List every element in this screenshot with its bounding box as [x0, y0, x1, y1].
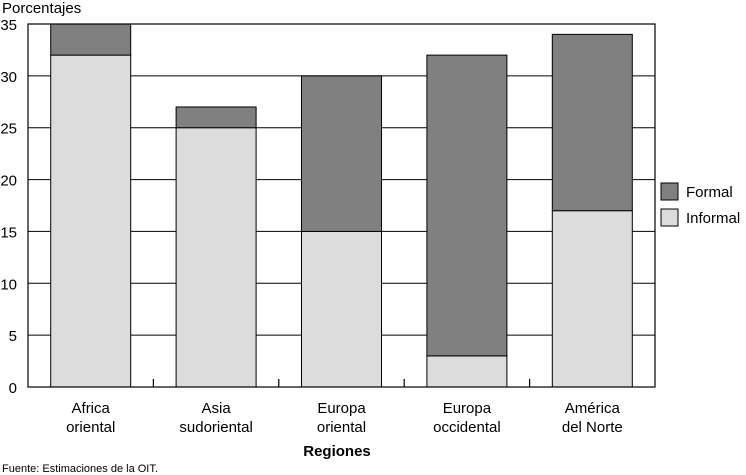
- y-tick-labels: 0 5 10 15 20 25 30 35: [0, 17, 17, 397]
- bar-segment-formal: [50, 23, 132, 56]
- bar-segment-formal: [551, 33, 633, 212]
- source-note: Fuente: Estimaciones de la OIT.: [2, 463, 158, 475]
- plot-frame: [27, 23, 656, 388]
- x-category-label: oriental: [66, 419, 115, 436]
- y-tick-label: 35: [0, 17, 17, 34]
- y-axis-label: Porcentajes: [2, 0, 81, 17]
- axes: [27, 23, 656, 388]
- bar-segment-formal: [301, 75, 382, 232]
- legend-swatch-informal: [660, 208, 679, 227]
- y-tick-label: 30: [0, 69, 17, 86]
- bar-segment-informal: [426, 355, 508, 388]
- legend: Formal Informal: [660, 182, 740, 227]
- x-category-label: Europa: [317, 400, 366, 417]
- x-category-label: América: [565, 400, 621, 417]
- x-category-label: Europa: [443, 400, 492, 417]
- x-category-labels: Africa oriental Asia sudoriental Europa orien…: [66, 400, 623, 436]
- bar-segment-informal: [301, 230, 382, 388]
- legend-swatch-formal: [660, 182, 679, 201]
- y-tick-label: 0: [9, 380, 17, 397]
- y-tick-label: 5: [9, 328, 17, 345]
- y-tick-label: 15: [0, 224, 17, 241]
- bars: [50, 23, 633, 388]
- x-category-label: sudoriental: [179, 419, 252, 436]
- legend-label: Informal: [686, 210, 740, 227]
- x-category-label: oriental: [317, 419, 366, 436]
- x-category-label: del Norte: [562, 419, 623, 436]
- legend-label: Formal: [686, 184, 733, 201]
- y-tick-label: 20: [0, 173, 17, 190]
- bar-segment-informal: [551, 210, 633, 388]
- bar-segment-formal: [426, 54, 508, 357]
- x-category-label: occidental: [433, 419, 501, 436]
- x-axis-title: Regiones: [303, 443, 371, 460]
- x-category-label: Asia: [202, 400, 232, 417]
- bar-segment-informal: [50, 54, 132, 388]
- y-tick-label: 25: [0, 121, 17, 138]
- y-tick-label: 10: [0, 276, 17, 293]
- bar-segment-informal: [175, 127, 257, 388]
- bar-segment-formal: [175, 106, 257, 129]
- x-category-label: Africa: [72, 400, 111, 417]
